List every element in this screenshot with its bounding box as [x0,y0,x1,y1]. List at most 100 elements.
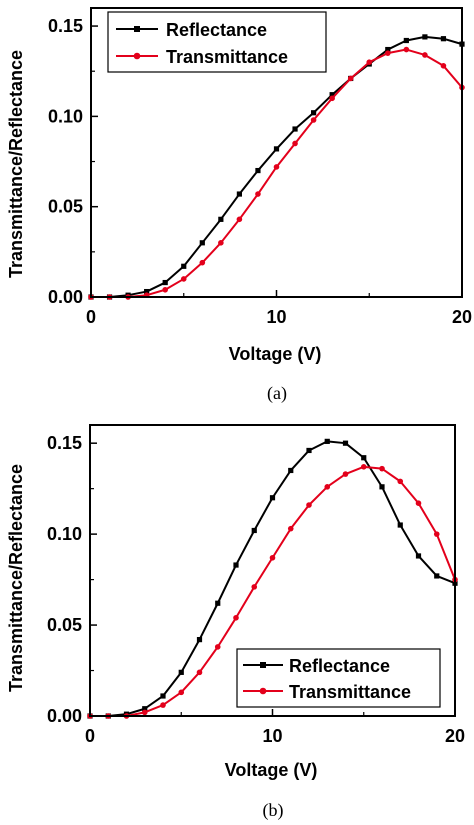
data-point-reflectance [269,495,276,501]
ticks-b: 0 10 20 0.00 0.05 0.10 0.15 [47,433,465,746]
data-point-reflectance [379,484,385,490]
data-point-reflectance [162,279,168,286]
data-point-reflectance [144,288,150,295]
data-point-transmittance [329,95,335,102]
data-point-transmittance [287,525,294,532]
y-tick-label: 0.05 [47,615,82,635]
data-point-reflectance [324,438,330,444]
data-point-reflectance [415,553,422,559]
data-point-reflectance [440,36,447,42]
chart-panel-a: Transmittance/Reflectance Voltage (V) (a… [6,7,472,404]
legend-marker-transmittance-b [259,687,267,695]
data-point-reflectance [251,527,257,534]
x-tick-label: 0 [85,726,95,746]
data-point-transmittance [440,63,447,69]
data-point-reflectance [160,693,166,699]
data-point-transmittance [236,216,243,223]
data-point-reflectance [385,46,391,53]
y-tick-label: 0.10 [48,106,83,126]
series-layer-b [87,438,458,719]
data-point-transmittance [292,140,298,147]
legend-marker-transmittance-a [133,52,141,60]
legend-a: Reflectance Transmittance [107,11,327,73]
plot-frame-a [90,7,463,298]
data-point-reflectance [329,92,335,98]
legend-box-b [236,648,441,708]
legend-label-transmittance-a: Transmittance [166,47,288,67]
caption-a: (a) [267,383,287,404]
data-point-transmittance [196,669,203,676]
data-point-reflectance [361,455,367,461]
data-point-transmittance [310,117,317,123]
y-tick-label: 0.00 [48,287,83,307]
data-point-transmittance [360,464,367,470]
legend-marker-reflectance-b [260,662,266,668]
x-axis-title-b: Voltage (V) [225,760,318,780]
data-point-transmittance [255,191,261,197]
data-point-transmittance [180,276,187,282]
data-point-reflectance [342,440,349,446]
data-point-transmittance [160,702,166,708]
legend-label-reflectance-a: Reflectance [166,20,267,40]
chart-panel-b: Transmittance/Reflectance Voltage (V) (b… [6,424,465,821]
x-axis-title-a: Voltage (V) [229,344,322,364]
data-point-transmittance [433,531,440,537]
data-point-transmittance [324,484,331,490]
data-point-reflectance [196,637,203,643]
data-point-reflectance [199,240,205,246]
y-axis-title-a: Transmittance/Reflectance [6,50,26,278]
legend-box-a [107,11,327,73]
data-point-reflectance [397,522,403,528]
data-point-reflectance [142,706,148,712]
legend-label-reflectance-b: Reflectance [289,656,390,676]
x-tick-label: 10 [266,307,286,327]
data-point-transmittance [178,689,185,696]
data-point-transmittance [218,240,224,246]
data-point-transmittance [251,584,258,590]
x-tick-label: 20 [445,726,465,746]
caption-b: (b) [263,800,284,821]
legend-label-transmittance-b: Transmittance [289,682,411,702]
data-point-transmittance [162,286,168,293]
data-point-reflectance [292,126,298,132]
data-point-reflectance [236,191,242,197]
data-point-reflectance [178,669,184,675]
data-point-transmittance [306,502,312,508]
data-point-transmittance [422,52,428,58]
data-point-reflectance [311,110,317,116]
series-layer-a [88,34,465,300]
data-point-transmittance [403,46,410,53]
y-tick-label: 0.15 [47,433,82,453]
data-point-reflectance [434,573,440,579]
x-tick-label: 0 [86,307,96,327]
data-point-transmittance [273,164,280,170]
series-line-transmittance [91,48,463,298]
y-tick-label: 0.15 [48,16,83,36]
data-point-transmittance [233,614,239,621]
data-point-transmittance [385,50,391,56]
data-point-reflectance [181,263,187,269]
x-tick-label: 10 [262,726,282,746]
data-point-transmittance [269,554,276,561]
y-axis-title-b: Transmittance/Reflectance [6,464,26,692]
y-tick-label: 0.00 [47,706,82,726]
data-point-reflectance [215,600,221,606]
data-point-reflectance [306,447,312,454]
data-point-transmittance [199,259,206,266]
data-point-reflectance [422,34,428,40]
ticks-a: 0 10 20 0.00 0.05 0.10 0.15 [48,16,472,327]
data-point-transmittance [141,709,148,716]
data-point-transmittance [342,471,349,477]
data-point-transmittance [214,644,221,650]
data-point-transmittance [366,59,373,65]
data-point-reflectance [233,562,239,568]
data-point-transmittance [379,465,385,472]
data-point-transmittance [347,75,354,82]
data-point-reflectance [273,146,280,152]
y-tick-label: 0.10 [47,524,82,544]
data-point-reflectance [218,216,224,222]
x-tick-label: 20 [452,307,472,327]
plot-frame-b [89,424,456,717]
data-point-transmittance [397,478,404,485]
